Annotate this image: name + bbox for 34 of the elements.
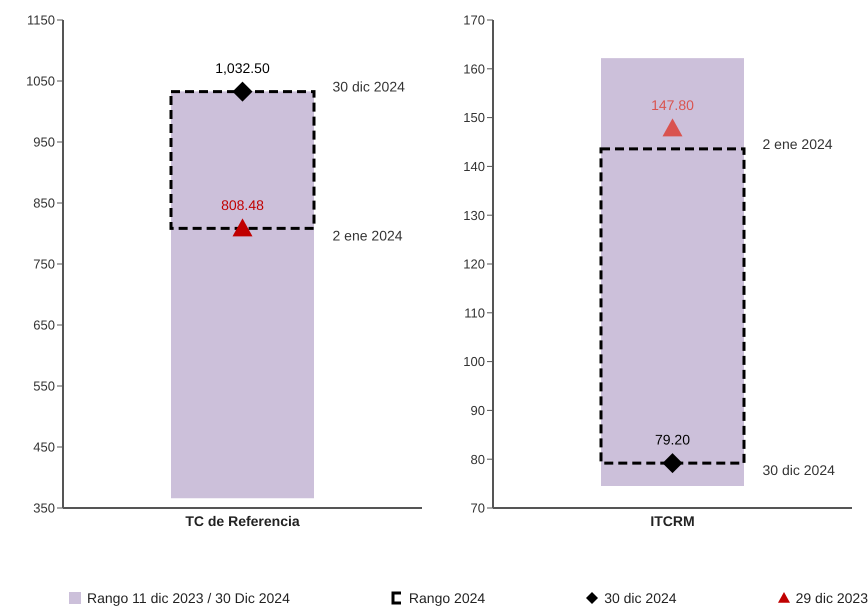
x-tick-label: TC de Referencia: [185, 512, 300, 529]
y-tick-label: 130: [463, 208, 485, 223]
y-tick-label: 350: [33, 500, 55, 516]
y-tick-label: 90: [470, 403, 485, 418]
data-label: 79.20: [654, 432, 690, 448]
annotation: 2 ene 2024: [762, 136, 833, 152]
y-tick-label: 70: [470, 500, 485, 516]
y-tick-label: 850: [33, 196, 55, 211]
data-label: 808.48: [221, 196, 264, 213]
y-tick-label: 650: [33, 318, 55, 333]
y-tick-label: 120: [463, 256, 485, 272]
legend-label: 29 dic 2023: [796, 590, 868, 606]
y-tick-label: 750: [33, 256, 55, 272]
y-tick-label: 160: [463, 61, 485, 76]
y-tick-label: 110: [464, 305, 485, 320]
y-tick-label: 1050: [26, 74, 55, 89]
data-label: 147.80: [651, 96, 694, 113]
y-tick-label: 450: [33, 440, 55, 455]
y-tick-label: 1150: [27, 12, 55, 28]
annotation: 2 ene 2024: [332, 227, 403, 244]
y-tick-label: 150: [463, 110, 485, 126]
y-tick-label: 170: [463, 12, 485, 28]
legend-label: 30 dic 2024: [604, 590, 677, 606]
annotation: 30 dic 2024: [762, 462, 836, 478]
y-tick-label: 80: [470, 452, 485, 467]
legend-label: Rango 11 dic 2023 / 30 Dic 2024: [87, 590, 290, 606]
legend-label: Rango 2024: [408, 590, 486, 606]
y-tick-label: 100: [463, 354, 485, 370]
data-label: 1,032.50: [215, 60, 270, 76]
y-tick-label: 950: [33, 134, 55, 150]
y-tick-label: 140: [463, 159, 485, 174]
x-tick-label: ITCRM: [650, 512, 695, 529]
y-tick-label: 550: [33, 378, 55, 394]
annotation: 30 dic 2024: [332, 78, 406, 95]
